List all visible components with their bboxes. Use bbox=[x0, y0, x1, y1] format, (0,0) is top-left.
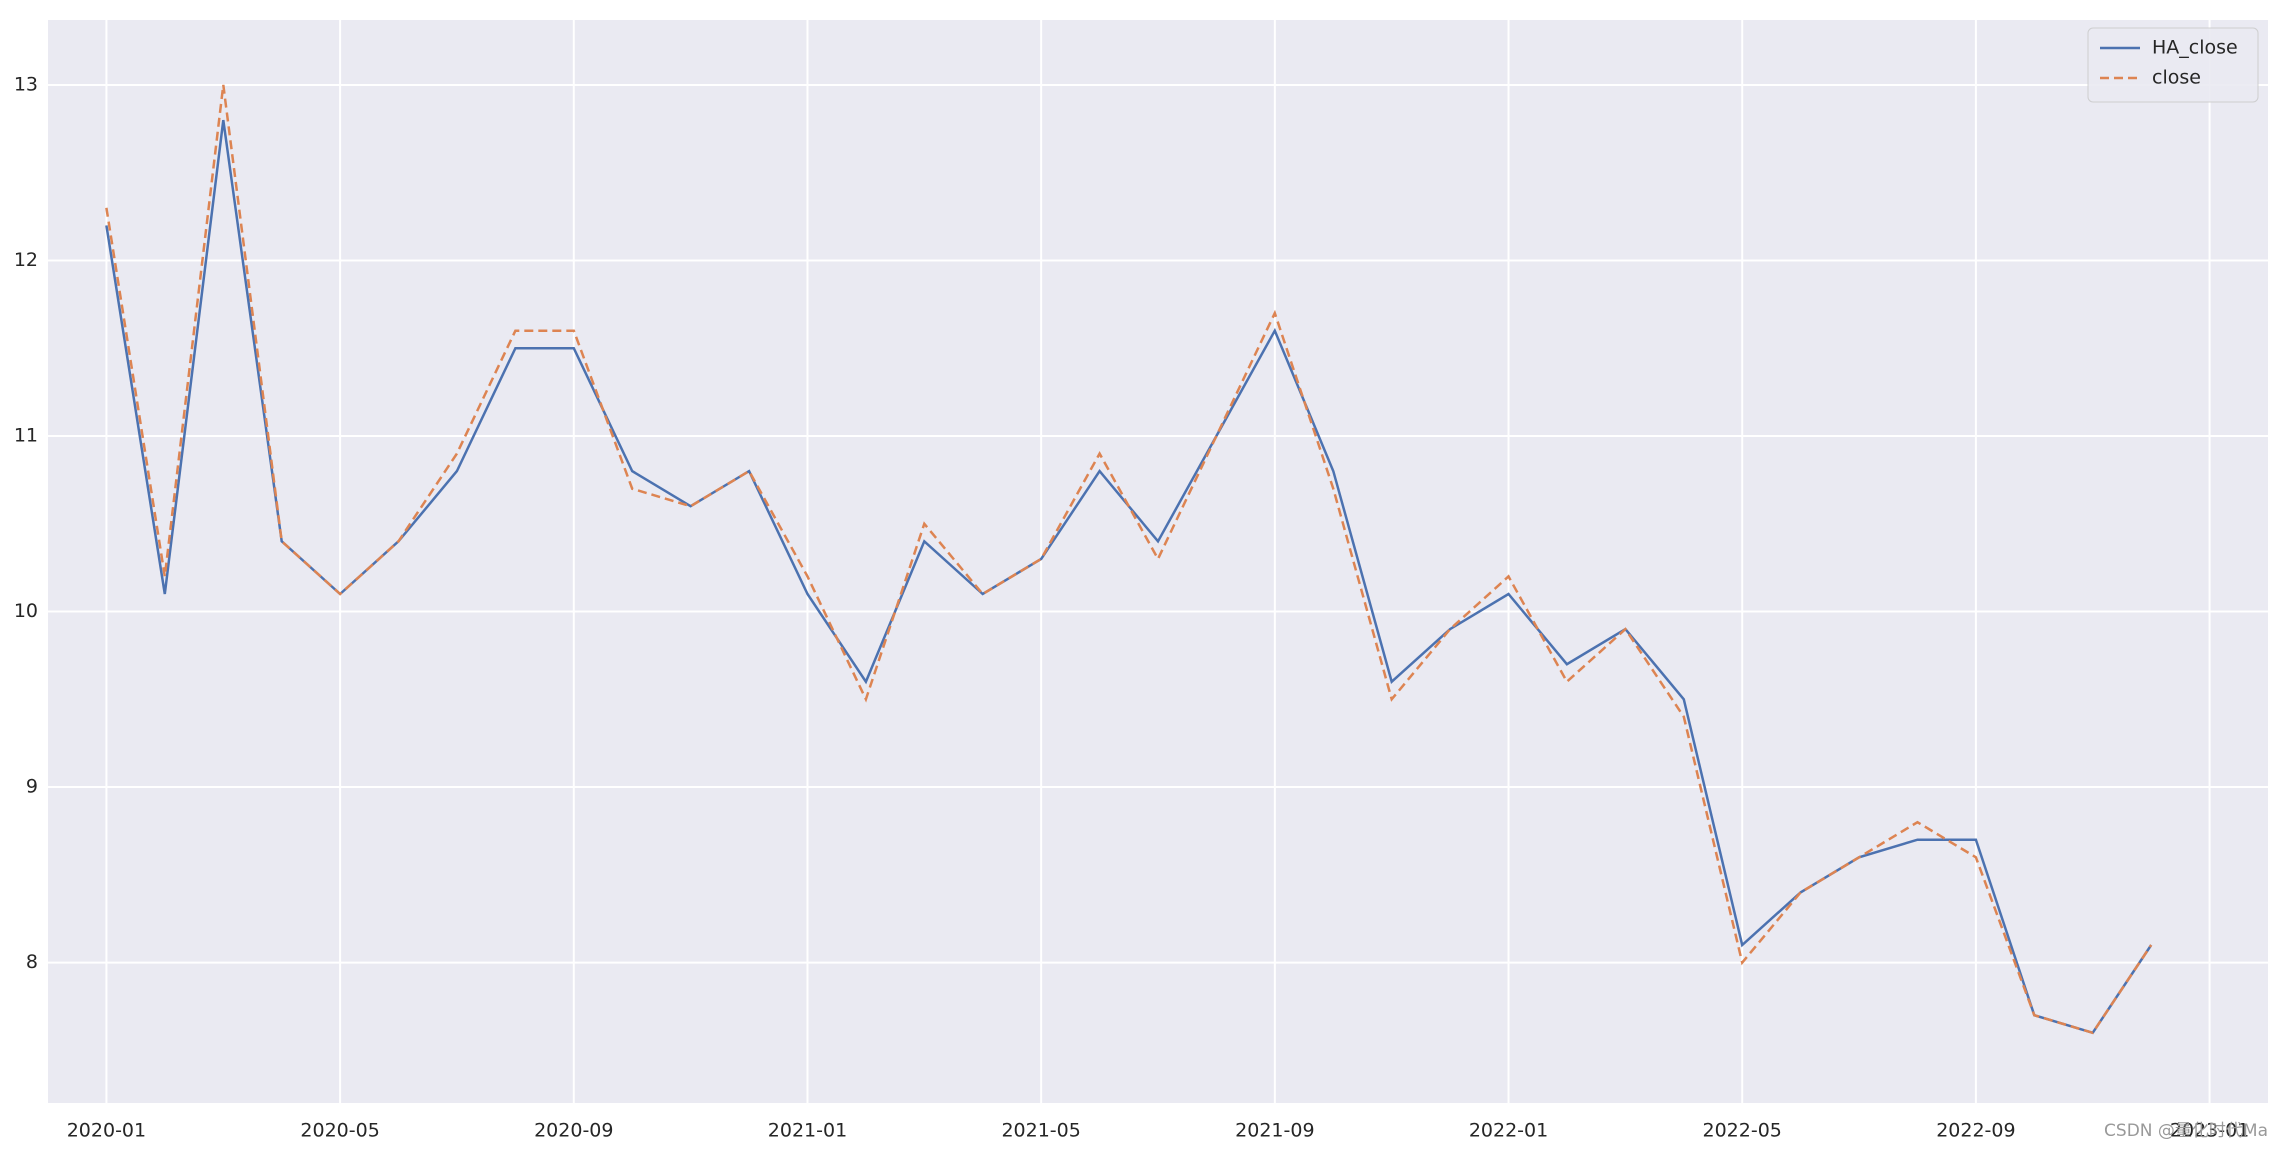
x-tick-label: 2020-01 bbox=[67, 1120, 146, 1142]
y-tick-label: 10 bbox=[14, 600, 38, 622]
x-tick-label: 2022-01 bbox=[1469, 1120, 1548, 1142]
y-tick-label: 8 bbox=[26, 951, 38, 973]
y-tick-label: 9 bbox=[26, 776, 38, 798]
x-tick-label: 2021-09 bbox=[1235, 1120, 1314, 1142]
legend-box bbox=[2087, 27, 2259, 103]
watermark: CSDN @量化时代Ma bbox=[2104, 1121, 2268, 1141]
x-tick-label: 2020-09 bbox=[534, 1120, 613, 1142]
x-tick-label: 2023-01 bbox=[2170, 1120, 2249, 1142]
x-tick-label: 2022-09 bbox=[1936, 1120, 2015, 1142]
y-tick-label: 12 bbox=[14, 249, 38, 271]
line-series bbox=[105, 84, 2153, 1035]
y-tick-label: 13 bbox=[14, 73, 38, 95]
legend-label: close bbox=[2152, 67, 2201, 89]
x-tick-label: 2020-05 bbox=[300, 1120, 379, 1142]
x-tick-label: 2021-01 bbox=[768, 1120, 847, 1142]
x-tick-label: 2021-05 bbox=[1001, 1120, 1080, 1142]
x-tick-label: 2022-05 bbox=[1703, 1120, 1782, 1142]
y-tick-label: 11 bbox=[14, 424, 38, 446]
legend-label: HA_close bbox=[2152, 37, 2238, 59]
plot-area bbox=[48, 20, 2268, 1103]
